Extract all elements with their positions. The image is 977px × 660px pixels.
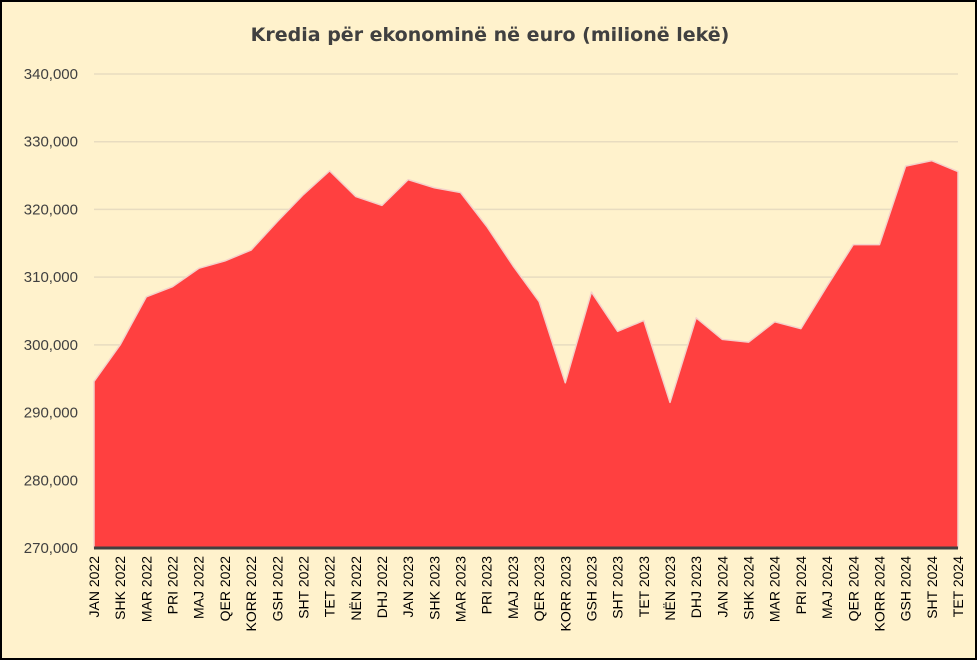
x-tick-label: MAJ 2023 (505, 556, 521, 619)
x-tick-label: GSH 2022 (269, 556, 285, 622)
x-tick-label: KORR 2024 (871, 556, 887, 632)
x-tick-label: PRI 2023 (479, 556, 495, 615)
x-tick-label: SHK 2022 (112, 556, 128, 620)
x-tick-label: QER 2022 (217, 556, 233, 622)
x-tick-label: NËN 2023 (662, 556, 678, 621)
x-tick-label: TET 2024 (950, 556, 966, 617)
x-tick-label: PRI 2024 (793, 556, 809, 615)
x-tick-label: MAR 2024 (767, 556, 783, 622)
x-tick-label: JAN 2022 (86, 556, 102, 618)
x-tick-label: SHT 2022 (295, 556, 311, 619)
x-tick-label: KORR 2022 (243, 556, 259, 632)
y-tick-label: 330,000 (24, 134, 78, 151)
y-tick-label: 300,000 (24, 337, 78, 354)
x-tick-label: SHT 2023 (610, 556, 626, 619)
x-tick-label: KORR 2023 (557, 556, 573, 632)
chart-title: Kredia për ekonominë në euro (milionë le… (251, 24, 730, 46)
y-axis-ticks: 270,000 280,000 290,000 300,000 310,000 320,0… (24, 66, 78, 557)
x-tick-label: QER 2024 (845, 556, 861, 622)
x-tick-label: GSH 2023 (583, 556, 599, 622)
x-tick-label: SHK 2024 (741, 556, 757, 620)
x-tick-label: SHK 2023 (426, 556, 442, 620)
x-tick-label: MAJ 2022 (191, 556, 207, 619)
y-tick-label: 340,000 (24, 66, 78, 83)
x-tick-label: MAR 2022 (138, 556, 154, 622)
x-tick-label: MAR 2023 (453, 556, 469, 622)
x-tick-label: DHJ 2022 (374, 556, 390, 618)
x-tick-label: TET 2023 (636, 556, 652, 617)
y-tick-label: 290,000 (24, 405, 78, 422)
y-tick-label: 280,000 (24, 472, 78, 489)
x-tick-label: MAJ 2024 (819, 556, 835, 619)
y-tick-label: 310,000 (24, 269, 78, 286)
x-tick-label: JAN 2024 (714, 556, 730, 618)
x-tick-label: TET 2022 (322, 556, 338, 617)
y-tick-label: 270,000 (24, 540, 78, 557)
x-tick-label: JAN 2023 (400, 556, 416, 618)
x-tick-label: SHT 2024 (924, 556, 940, 619)
x-tick-label: QER 2023 (531, 556, 547, 622)
x-tick-label: GSH 2024 (898, 556, 914, 622)
x-tick-label: DHJ 2023 (688, 556, 704, 618)
y-tick-label: 320,000 (24, 201, 78, 218)
x-axis-ticks: JAN 2022 SHK 2022 MAR 2022 PRI 2022 MAJ 2022… (86, 556, 966, 632)
area-series (93, 159, 959, 549)
x-tick-label: NËN 2022 (348, 556, 364, 621)
x-tick-label: PRI 2022 (165, 556, 181, 615)
